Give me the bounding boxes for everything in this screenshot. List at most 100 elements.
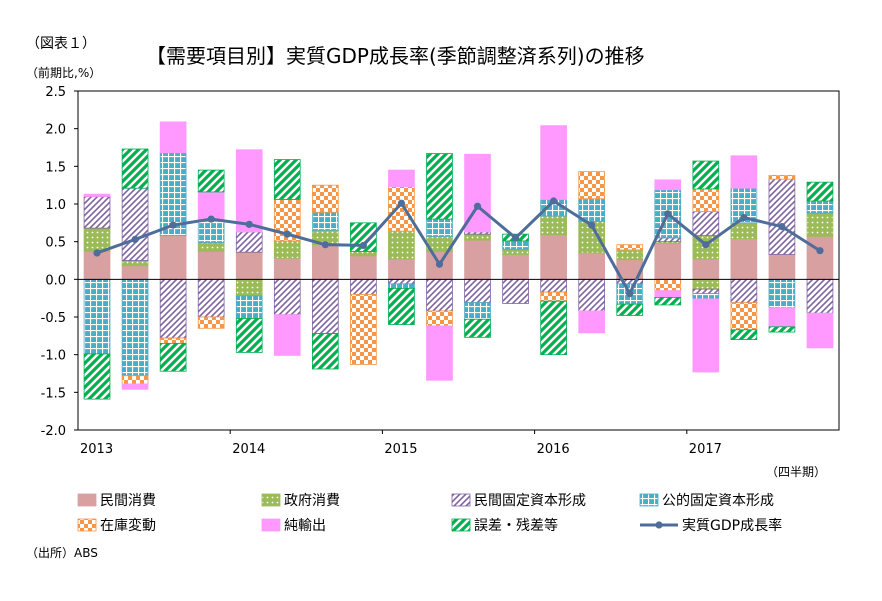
y-tick-label: 2.5: [45, 85, 66, 100]
legend-item-private-consumption: 民間消費: [77, 493, 156, 509]
bar-series: [83, 121, 834, 400]
bar-segment-public-fixed-investment: [692, 293, 720, 300]
bar-segment-private-fixed-investment: [159, 278, 187, 339]
bar-segment-government-consumption: [540, 215, 567, 236]
bar-segment-discrepancy: [235, 318, 263, 353]
bar-segment-discrepancy: [692, 160, 720, 190]
bar-segment-net-exports: [692, 298, 720, 373]
gdp-growth-point: [778, 223, 786, 231]
bar-segment-net-exports: [121, 383, 149, 390]
gdp-growth-point: [702, 241, 710, 249]
bar-segment-net-exports: [426, 325, 453, 381]
bar-segment-private-fixed-investment: [350, 278, 377, 295]
y-tick-label: -0.5: [41, 311, 66, 326]
bar-segment-private-consumption: [502, 254, 529, 280]
y-tick-label: 1.0: [45, 198, 66, 213]
legend-label: 公的固定資本形成: [662, 493, 774, 509]
bar-segment-private-consumption: [350, 255, 377, 280]
bar-segment-private-fixed-investment: [806, 278, 834, 314]
bar-segment-private-consumption: [464, 239, 491, 280]
bar-segment-private-consumption: [692, 258, 720, 280]
gdp-growth-point: [511, 234, 520, 242]
gdp-growth-point: [816, 247, 824, 255]
gdp-growth-point: [664, 210, 672, 218]
bar-segment-private-consumption: [121, 265, 149, 280]
bar-segment-net-exports: [730, 155, 758, 189]
legend-item-net-exports: 純輸出: [261, 518, 326, 534]
figure-label: （図表１）: [26, 36, 96, 52]
legend-swatch-marker: [655, 521, 663, 529]
bar-segment-inventory: [388, 186, 415, 232]
bar-segment-inventory: [768, 174, 796, 180]
bar-segment-private-fixed-investment: [426, 278, 453, 312]
bar-segment-private-consumption: [235, 251, 263, 280]
gdp-growth-point: [359, 241, 367, 250]
y-tick-label: -1.5: [41, 386, 66, 401]
bar-segment-private-fixed-investment: [388, 278, 415, 285]
bar-segment-public-fixed-investment: [502, 240, 529, 250]
bar-segment-private-fixed-investment: [654, 237, 682, 243]
y-tick-label: 1.5: [45, 160, 66, 175]
bar-segment-discrepancy: [388, 287, 415, 325]
gdp-growth-point: [626, 290, 634, 298]
bar-segment-discrepancy: [806, 181, 834, 202]
bar-segment-private-fixed-investment: [235, 231, 263, 253]
bar-segment-private-fixed-investment: [464, 278, 491, 304]
legend-swatch: [451, 493, 471, 507]
x-tick-label: 2016: [537, 442, 570, 457]
bar-segment-government-consumption: [692, 278, 720, 290]
bar-segment-inventory: [730, 302, 758, 331]
gdp-growth-point: [283, 230, 291, 238]
bar-segment-inventory: [350, 293, 377, 365]
bar-segment-public-fixed-investment: [388, 283, 415, 289]
y-axis-unit-label: （前期比,%）: [26, 65, 101, 80]
bar-segment-government-consumption: [388, 230, 415, 260]
gdp-growth-point: [397, 199, 406, 207]
x-tick-label: 2017: [689, 442, 722, 457]
legend-swatch: [639, 493, 659, 507]
bar-segment-government-consumption: [83, 227, 111, 252]
gdp-growth-point: [245, 220, 253, 228]
bar-segment-public-fixed-investment: [121, 278, 149, 377]
plot-area-frame: [77, 90, 840, 431]
bar-segment-discrepancy: [426, 153, 453, 220]
bar-segment-private-consumption: [768, 254, 796, 280]
gdp-growth-point: [740, 213, 748, 222]
legend-item-discrepancy: 誤差・残差等: [451, 517, 558, 534]
bar-segment-inventory: [692, 188, 720, 212]
bar-segment-government-consumption: [616, 249, 644, 261]
source-note: （出所）ABS: [26, 546, 98, 560]
bar-segment-public-fixed-investment: [83, 278, 111, 355]
bar-segment-government-consumption: [197, 242, 225, 252]
bar-segment-government-consumption: [235, 278, 263, 297]
gdp-growth-point: [169, 221, 177, 229]
bar-segment-net-exports: [768, 307, 796, 328]
legend-swatch: [261, 518, 281, 532]
bar-segment-government-consumption: [502, 248, 529, 255]
gdp-growth-point: [473, 202, 482, 210]
bar-segment-government-consumption: [273, 240, 301, 259]
bar-segment-net-exports: [388, 169, 415, 188]
bar-segment-inventory: [426, 310, 453, 327]
bar-segment-net-exports: [540, 125, 567, 200]
legend-item-gdp-line: 実質GDP成長率: [640, 517, 782, 534]
x-tick-label: 2014: [232, 442, 265, 457]
legend-label: 純輸出: [284, 518, 326, 534]
bar-segment-public-fixed-investment: [426, 218, 453, 237]
bar-segment-inventory: [616, 244, 644, 251]
bar-segment-inventory: [121, 375, 149, 385]
x-tick-label: 2013: [80, 442, 113, 457]
legend-item-private-fixed-investment: 民間固定資本形成: [451, 493, 586, 509]
bar-segment-private-consumption: [159, 235, 187, 280]
bar-segment-public-fixed-investment: [464, 302, 491, 320]
gdp-growth-point: [435, 260, 444, 268]
legend-label: 民間固定資本形成: [474, 493, 586, 509]
x-axis: 2013 2014 2015 2016 2017: [80, 430, 722, 457]
bar-segment-discrepancy: [159, 342, 187, 372]
bar-segment-inventory: [159, 337, 187, 344]
bar-segment-private-fixed-investment: [273, 278, 301, 316]
bar-segment-inventory: [654, 278, 682, 292]
legend-label: 実質GDP成長率: [682, 517, 782, 534]
bar-segment-private-fixed-investment: [502, 278, 529, 304]
